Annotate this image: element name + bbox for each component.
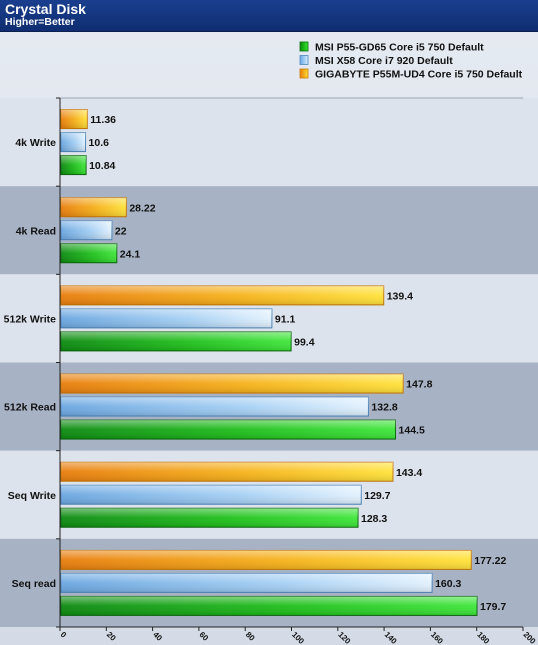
category-label: 4k Write: [15, 137, 56, 149]
bar-shine: [61, 331, 292, 351]
value-label: 132.8: [371, 402, 397, 414]
x-tick-label: 40: [151, 630, 164, 643]
bar-shine: [61, 374, 404, 394]
bar-shine: [61, 285, 384, 305]
chart-title: Crystal Disk: [5, 1, 86, 17]
bar-shine: [61, 220, 112, 240]
x-tick-label: 200: [522, 630, 538, 645]
legend-label: MSI X58 Core i7 920 Default: [315, 55, 453, 67]
value-label: 11.36: [90, 114, 116, 126]
category-label: 512k Read: [4, 402, 56, 414]
legend-label: MSI P55-GD65 Core i5 750 Default: [315, 42, 484, 54]
value-label: 160.3: [435, 578, 461, 590]
value-label: 99.4: [294, 336, 315, 348]
value-label: 129.7: [364, 490, 390, 502]
category-label: 512k Write: [4, 313, 56, 325]
x-tick-label: 160: [429, 630, 445, 645]
bar-shine: [61, 462, 393, 482]
value-label: 10.6: [89, 137, 110, 149]
bars: [60, 109, 478, 616]
bar-shine: [61, 308, 272, 328]
value-label: 28.22: [129, 202, 155, 214]
x-tick-label: 180: [475, 630, 491, 645]
bar-shine: [61, 508, 359, 528]
x-tick-label: 0: [59, 630, 69, 640]
x-tick-label: 60: [197, 630, 210, 643]
value-label: 147.8: [406, 379, 432, 391]
value-label: 91.1: [275, 313, 296, 325]
chart-header: Crystal Disk Higher=Better: [0, 0, 538, 32]
legend-swatch: [299, 41, 309, 52]
legend-label: GIGABYTE P55M-UD4 Core i5 750 Default: [315, 69, 523, 81]
legend-swatch: [299, 68, 309, 79]
x-tick-label: 120: [336, 630, 352, 645]
legend-swatch: [299, 55, 309, 65]
bar-shine: [61, 197, 127, 217]
category-band: [0, 98, 538, 187]
value-label: 177.22: [474, 555, 506, 567]
x-tick-label: 140: [383, 630, 399, 645]
bar-shine: [61, 573, 433, 593]
value-label: 128.3: [361, 513, 387, 525]
x-tick-label: 20: [105, 630, 118, 643]
category-bands: [0, 97, 538, 627]
chart-subtitle: Higher=Better: [5, 16, 75, 28]
value-label: 144.5: [399, 425, 425, 437]
category-label: Seq Write: [8, 490, 56, 502]
x-tick-label: 100: [290, 630, 306, 645]
value-label: 179.7: [480, 601, 506, 613]
category-label: Seq read: [12, 578, 56, 590]
bar-shine: [61, 243, 117, 263]
x-tick-label: 80: [244, 630, 257, 643]
value-label: 24.1: [120, 248, 141, 260]
value-label: 10.84: [89, 160, 115, 172]
bar-shine: [61, 485, 362, 505]
value-label: 139.4: [387, 290, 413, 302]
bar-shine: [61, 132, 86, 152]
bar-shine: [61, 109, 88, 129]
bar-shine: [61, 397, 369, 417]
category-label: 4k Read: [16, 225, 56, 237]
value-label: 22: [115, 225, 127, 237]
bar-shine: [61, 155, 87, 175]
value-label: 143.4: [396, 467, 422, 479]
bar-shine: [61, 550, 472, 570]
bar-shine: [61, 420, 396, 440]
bar-shine: [61, 596, 478, 616]
